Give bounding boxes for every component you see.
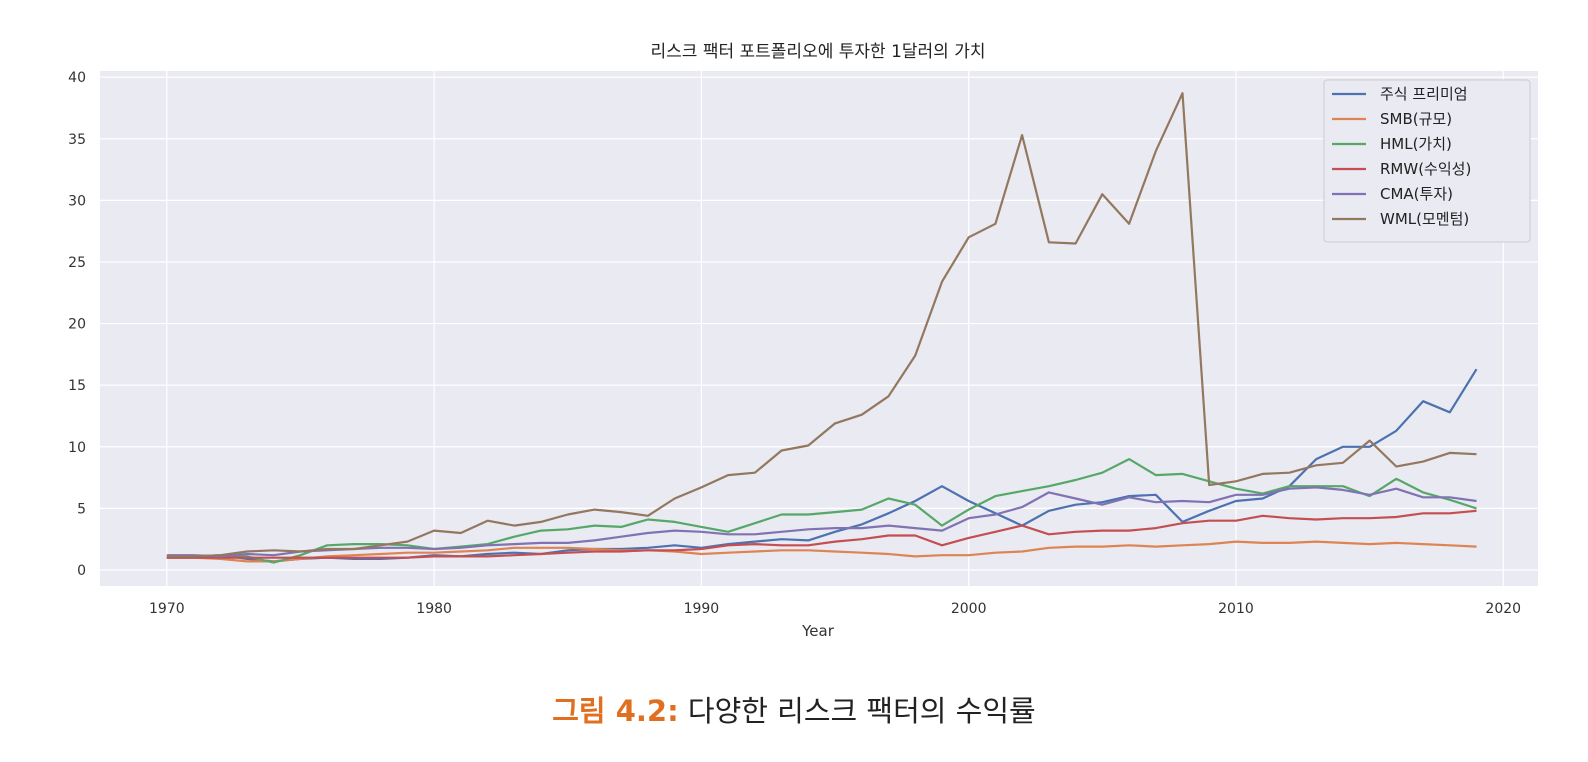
x-tick-label: 1990 (684, 601, 720, 617)
x-tick-label: 1980 (416, 601, 452, 617)
chart-title: 리스크 팩터 포트폴리오에 투자한 1달러의 가치 (651, 42, 986, 62)
series-line (166, 92, 1477, 558)
y-tick-label: 30 (68, 193, 86, 209)
x-tick-label: 2020 (1485, 601, 1521, 617)
legend-label: SMB(규모) (1380, 110, 1452, 128)
series-lines (166, 92, 1478, 564)
series-line (166, 486, 1477, 558)
plot-background (100, 71, 1538, 586)
y-tick-labels: 0 5 10 15 20 25 30 35 40 (68, 70, 86, 579)
y-tick-label: 20 (68, 317, 86, 333)
x-tick-label: 1970 (149, 601, 185, 617)
legend-label: WML(모멘텀) (1380, 210, 1469, 228)
y-tick-label: 0 (77, 563, 86, 579)
x-tick-labels: 1970 1980 1990 2000 2010 2020 (149, 601, 1521, 617)
y-tick-label: 40 (68, 70, 86, 86)
figure-caption-text: 다양한 리스크 팩터의 수익률 (687, 694, 1036, 728)
legend-label: CMA(투자) (1380, 185, 1453, 203)
series-line (166, 509, 1477, 559)
y-tick-label: 15 (68, 378, 86, 394)
y-tick-label: 35 (68, 132, 86, 148)
y-tick-label: 25 (68, 255, 86, 271)
series-line (166, 540, 1477, 563)
legend-label: RMW(수익성) (1380, 160, 1471, 178)
y-tick-label: 10 (68, 440, 86, 456)
x-tick-label: 2010 (1218, 601, 1254, 617)
figure-caption: 그림 4.2: 다양한 리스크 팩터의 수익률 (0, 688, 1588, 730)
legend-box (1323, 79, 1531, 243)
figure-number: 그림 4.2: (552, 694, 679, 728)
x-tick-label: 2000 (951, 601, 987, 617)
grid-lines (100, 71, 1538, 586)
y-tick-label: 5 (77, 501, 86, 517)
x-axis-label: Year (801, 622, 835, 640)
legend-label: HML(가치) (1380, 135, 1452, 153)
line-chart: 리스크 팩터 포트폴리오에 투자한 1달러의 가치 0 5 10 15 20 25 30 35… (68, 42, 1538, 640)
legend: 주식 프리미엄 SMB(규모) HML(가치) RMW(수익성) CMA(투자) WML(… (1323, 79, 1531, 243)
legend-label: 주식 프리미엄 (1380, 85, 1468, 103)
